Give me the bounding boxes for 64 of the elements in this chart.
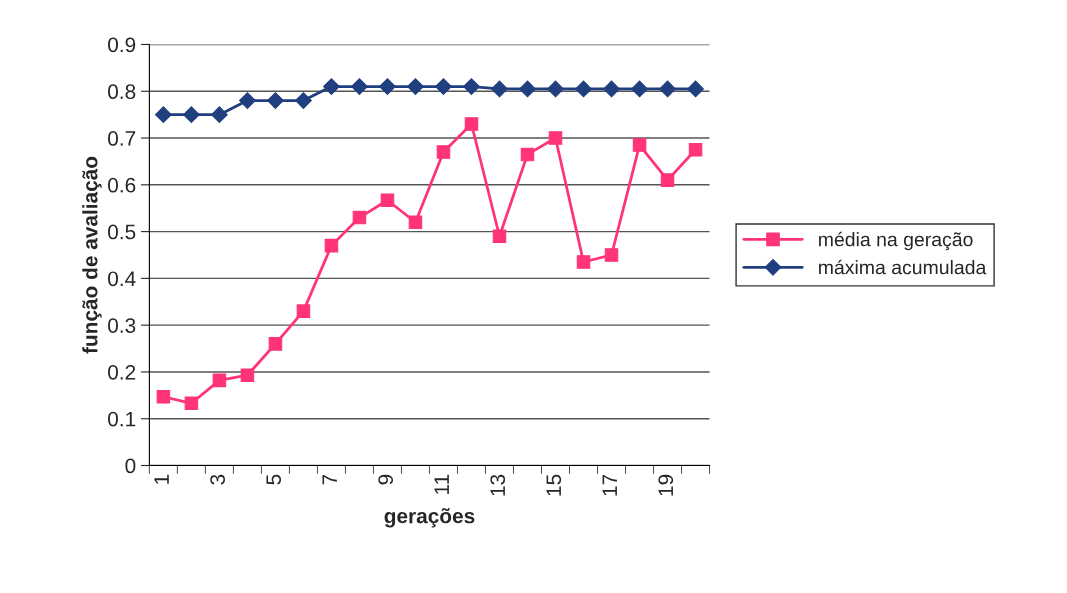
- y-axis-title: função de avaliação: [82, 156, 102, 354]
- point: [575, 80, 592, 98]
- x-tick-label: 5: [266, 474, 282, 485]
- point: [519, 80, 536, 98]
- point: [379, 78, 396, 95]
- point: [660, 173, 675, 187]
- x-tick-label: 1: [154, 474, 169, 484]
- point: [548, 131, 563, 145]
- point: [295, 92, 312, 109]
- point: [296, 304, 311, 318]
- point: [659, 80, 676, 98]
- point: [463, 78, 480, 95]
- point: [435, 78, 452, 95]
- y-tick-label: 0: [125, 458, 136, 474]
- point: [268, 337, 283, 351]
- y-tick-label: 0.3: [108, 318, 136, 333]
- point: [407, 78, 424, 95]
- point: [240, 368, 255, 382]
- point: [155, 106, 172, 124]
- y-tick-label: 0.5: [108, 224, 136, 240]
- x-tick-label: 7: [322, 474, 337, 485]
- point: [380, 193, 395, 208]
- legend-label: máxima acumulada: [819, 259, 987, 275]
- point: [491, 80, 508, 98]
- y-tick-label: 0.7: [108, 131, 136, 146]
- y-tick-label: 0.8: [108, 84, 136, 100]
- point: [323, 78, 340, 95]
- point: [631, 80, 648, 98]
- x-tick-label: 9: [378, 474, 394, 485]
- x-tick-label: 13: [490, 474, 506, 496]
- point: [184, 396, 199, 411]
- x-tick-label: 19: [658, 474, 674, 496]
- point: [239, 92, 256, 109]
- point: [632, 138, 647, 152]
- point: [212, 373, 227, 388]
- point: [604, 248, 619, 262]
- point: [352, 210, 367, 225]
- point: [324, 238, 339, 253]
- x-tick-label: 17: [602, 474, 617, 496]
- point: [464, 117, 479, 131]
- y-tick-label: 0.4: [108, 271, 136, 287]
- x-axis-title: gerações: [384, 508, 475, 528]
- point: [408, 215, 423, 230]
- point: [211, 106, 228, 124]
- point: [156, 389, 171, 404]
- point: [267, 92, 284, 109]
- y-tick-label: 0.1: [108, 411, 136, 427]
- point: [520, 147, 535, 162]
- point: [492, 229, 507, 244]
- point: [688, 142, 703, 157]
- point: [436, 145, 451, 159]
- point: [576, 255, 591, 269]
- point: [547, 80, 564, 98]
- point: [687, 80, 704, 98]
- x-tick-label: 15: [546, 474, 562, 496]
- point: [351, 78, 368, 95]
- legend-label: média na geração: [819, 231, 973, 251]
- point: [183, 106, 200, 124]
- x-tick-label: 3: [210, 474, 225, 485]
- y-tick-label: 0.9: [108, 37, 136, 53]
- point: [603, 80, 620, 98]
- y-tick-label: 0.6: [108, 177, 136, 193]
- x-tick-label: 11: [434, 474, 449, 494]
- y-tick-label: 0.2: [108, 364, 136, 380]
